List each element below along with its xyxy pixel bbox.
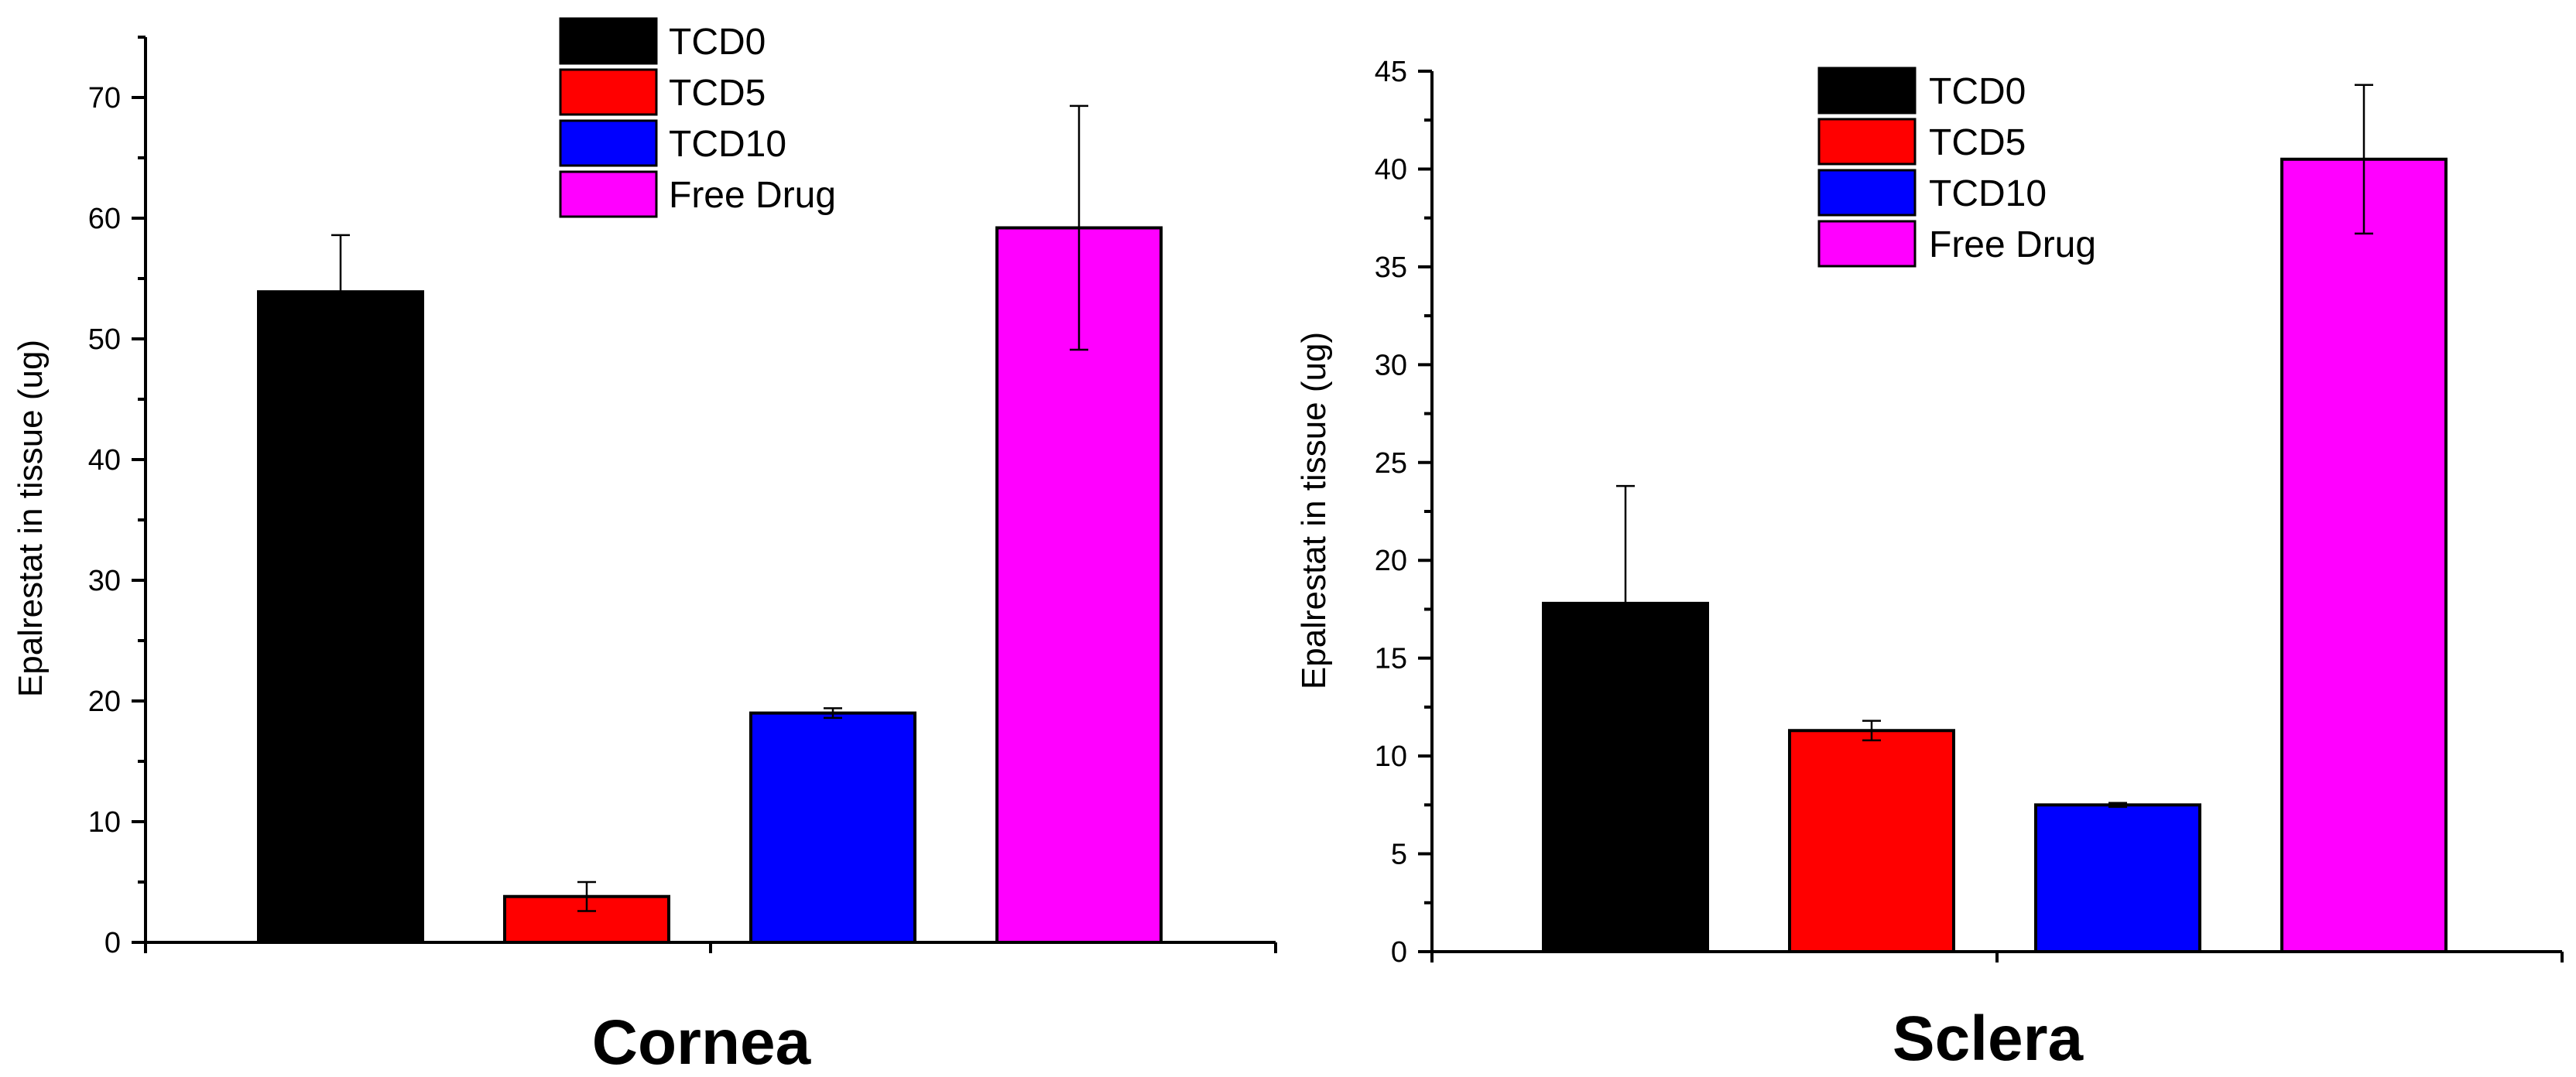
sclera-y-tick-label: 10 [1375, 740, 1407, 773]
sclera-y-tick-label: 40 [1375, 153, 1407, 186]
sclera-y-tick-label: 25 [1375, 447, 1407, 480]
sclera-legend-label-free-drug: Free Drug [1929, 224, 2096, 265]
sclera-legend-swatch-tcd0 [1817, 67, 1917, 115]
cornea-bar-tcd0 [257, 290, 424, 945]
cornea-legend-swatch-tcd10 [559, 119, 658, 167]
cornea-y-tick-label: 40 [88, 444, 121, 477]
cornea-chart: 0 10 20 30 40 50 60 70 Epalrestat in tissue (ug… [12, 17, 1277, 1077]
cornea-legend-label-free-drug: Free Drug [669, 175, 836, 216]
cornea-y-tick-label: 60 [88, 203, 121, 235]
sclera-legend-swatch-free-drug [1817, 220, 1917, 268]
cornea-y-axis-title: Epalrestat in tissue (ug) [12, 340, 50, 697]
cornea-bar-tcd10 [749, 711, 916, 944]
sclera-y-axis-title: Epalrestat in tissue (ug) [1295, 332, 1333, 689]
cornea-y-tick-label: 50 [88, 323, 121, 356]
cornea-y-tick-label: 10 [88, 806, 121, 839]
sclera-legend-label-tcd0: TCD0 [1929, 71, 2026, 112]
cornea-y-tick-label: 70 [88, 82, 121, 115]
sclera-legend-swatch-tcd10 [1817, 169, 1917, 217]
sclera-chart: 0 5 10 15 20 25 30 35 40 45 Epalrestat in tissue … [1295, 56, 2564, 1074]
sclera-y-tick-label: 15 [1375, 643, 1407, 675]
sclera-y-tick-label: 45 [1375, 56, 1407, 88]
cornea-legend-swatch-tcd0 [559, 17, 658, 65]
cornea-legend-label-tcd5: TCD5 [669, 73, 766, 114]
sclera-legend-label-tcd10: TCD10 [1929, 173, 2047, 214]
sclera-legend-label-tcd5: TCD5 [1929, 122, 2026, 163]
cornea-legend-label-tcd10: TCD10 [669, 124, 786, 165]
sclera-y-tick-label: 5 [1391, 839, 1407, 871]
sclera-legend-swatch-tcd5 [1817, 118, 1917, 166]
cornea-y-tick-label: 20 [88, 686, 121, 718]
sclera-bar-tcd10 [2034, 803, 2201, 954]
sclera-y-tick-label: 20 [1375, 545, 1407, 577]
cornea-y-tick-label: 30 [88, 565, 121, 597]
sclera-legend: TCD0 TCD5 TCD10 Free Drug [1817, 67, 2096, 268]
sclera-y-tick-label: 0 [1391, 936, 1407, 969]
cornea-legend-label-tcd0: TCD0 [669, 22, 766, 63]
sclera-x-axis-title: Sclera [1893, 1003, 2084, 1074]
sclera-bar-tcd5 [1788, 729, 1955, 953]
sclera-y-tick-label: 35 [1375, 251, 1407, 284]
cornea-legend: TCD0 TCD5 TCD10 Free Drug [559, 17, 836, 218]
cornea-legend-swatch-tcd5 [559, 68, 658, 116]
sclera-bar-free-drug [2280, 157, 2448, 953]
sclera-y-tick-label: 30 [1375, 349, 1407, 381]
cornea-x-axis-title: Cornea [592, 1007, 812, 1077]
cornea-legend-swatch-free-drug [559, 170, 658, 218]
cornea-y-tick-label: 0 [104, 927, 121, 959]
